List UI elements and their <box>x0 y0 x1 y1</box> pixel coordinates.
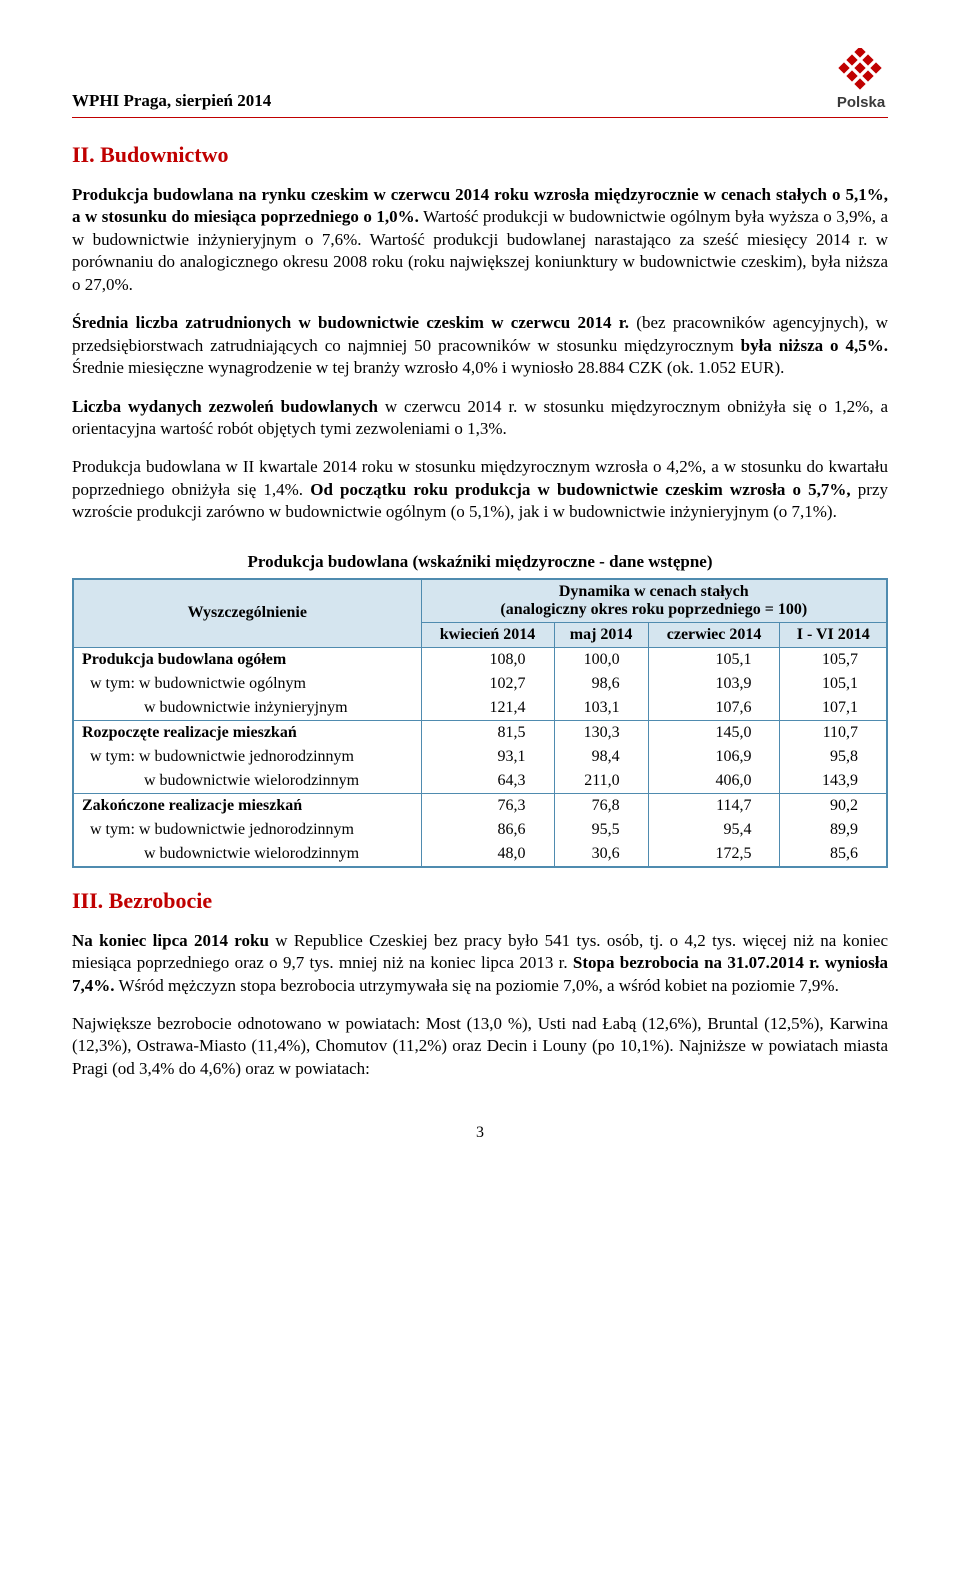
section-2-title: II. Budownictwo <box>72 142 888 168</box>
row-label: w budownictwie inżynieryjnym <box>73 696 421 721</box>
row-value: 76,3 <box>421 793 554 818</box>
section-3-para-2: Największe bezrobocie odnotowano w powia… <box>72 1013 888 1080</box>
row-value: 108,0 <box>421 647 554 672</box>
th-row-header: Wyszczególnienie <box>73 579 421 648</box>
row-value: 93,1 <box>421 745 554 769</box>
para2-bold-b: była niższa o 4,5%. <box>741 336 888 355</box>
row-value: 172,5 <box>648 842 780 867</box>
th-col-header-top: Dynamika w cenach stałych (analogiczny o… <box>421 579 887 623</box>
table-row: w tym: w budownictwie jednorodzinnym86,6… <box>73 818 887 842</box>
row-value: 86,6 <box>421 818 554 842</box>
production-table: Wyszczególnienie Dynamika w cenach stały… <box>72 578 888 868</box>
para2-end: Średnie miesięczne wynagrodzenie w tej b… <box>72 358 784 377</box>
row-value: 95,8 <box>780 745 887 769</box>
logo: Polska <box>834 48 888 111</box>
row-value: 107,1 <box>780 696 887 721</box>
row-label: w tym: w budownictwie ogólnym <box>73 672 421 696</box>
table-row: Rozpoczęte realizacje mieszkań81,5130,31… <box>73 720 887 745</box>
table-row: w budownictwie wielorodzinnym48,030,6172… <box>73 842 887 867</box>
th-col-0: kwiecień 2014 <box>421 622 554 647</box>
row-value: 105,1 <box>780 672 887 696</box>
row-label: w tym: w budownictwie jednorodzinnym <box>73 745 421 769</box>
row-value: 95,5 <box>554 818 648 842</box>
row-value: 105,1 <box>648 647 780 672</box>
row-value: 100,0 <box>554 647 648 672</box>
row-value: 107,6 <box>648 696 780 721</box>
row-label: w tym: w budownictwie jednorodzinnym <box>73 818 421 842</box>
row-value: 103,9 <box>648 672 780 696</box>
row-value: 105,7 <box>780 647 887 672</box>
page-header: WPHI Praga, sierpień 2014 Polska <box>72 48 888 118</box>
section-2-para-3: Liczba wydanych zezwoleń budowlanych w c… <box>72 396 888 441</box>
row-value: 114,7 <box>648 793 780 818</box>
section-2-para-1: Produkcja budowlana na rynku czeskim w c… <box>72 184 888 296</box>
para2-bold-a: Średnia liczba zatrudnionych w budownict… <box>72 313 629 332</box>
row-value: 102,7 <box>421 672 554 696</box>
table-row: w tym: w budownictwie jednorodzinnym93,1… <box>73 745 887 769</box>
row-label: Produkcja budowlana ogółem <box>73 647 421 672</box>
row-value: 76,8 <box>554 793 648 818</box>
row-value: 211,0 <box>554 769 648 794</box>
page-number: 3 <box>72 1124 888 1142</box>
row-label: Zakończone realizacje mieszkań <box>73 793 421 818</box>
s3p1-bold-a: Na koniec lipca 2014 roku <box>72 931 269 950</box>
row-value: 85,6 <box>780 842 887 867</box>
row-label: w budownictwie wielorodzinnym <box>73 769 421 794</box>
para3-bold: Liczba wydanych zezwoleń budowlanych <box>72 397 378 416</box>
row-value: 143,9 <box>780 769 887 794</box>
table-row: w tym: w budownictwie ogólnym102,798,610… <box>73 672 887 696</box>
th-col-2: czerwiec 2014 <box>648 622 780 647</box>
table-row: w budownictwie wielorodzinnym64,3211,040… <box>73 769 887 794</box>
section-3-para-1: Na koniec lipca 2014 roku w Republice Cz… <box>72 930 888 997</box>
logo-text: Polska <box>837 94 885 111</box>
row-value: 406,0 <box>648 769 780 794</box>
row-value: 48,0 <box>421 842 554 867</box>
row-value: 95,4 <box>648 818 780 842</box>
polska-logo-icon <box>834 48 888 92</box>
row-value: 30,6 <box>554 842 648 867</box>
row-value: 130,3 <box>554 720 648 745</box>
row-value: 98,6 <box>554 672 648 696</box>
row-value: 121,4 <box>421 696 554 721</box>
row-value: 81,5 <box>421 720 554 745</box>
s3p1-d: Wśród mężczyzn stopa bezrobocia utrzymyw… <box>115 976 839 995</box>
row-value: 103,1 <box>554 696 648 721</box>
row-value: 90,2 <box>780 793 887 818</box>
row-value: 145,0 <box>648 720 780 745</box>
row-value: 110,7 <box>780 720 887 745</box>
row-label: w budownictwie wielorodzinnym <box>73 842 421 867</box>
header-left-text: WPHI Praga, sierpień 2014 <box>72 91 271 111</box>
th-col-3: I - VI 2014 <box>780 622 887 647</box>
table-row: Zakończone realizacje mieszkań76,376,811… <box>73 793 887 818</box>
section-2-para-4: Produkcja budowlana w II kwartale 2014 r… <box>72 456 888 523</box>
document-page: WPHI Praga, sierpień 2014 Polska II. Bud… <box>0 0 960 1182</box>
row-value: 64,3 <box>421 769 554 794</box>
table-row: Produkcja budowlana ogółem108,0100,0105,… <box>73 647 887 672</box>
table-title: Produkcja budowlana (wskaźniki międzyroc… <box>72 552 888 572</box>
section-2-para-2: Średnia liczba zatrudnionych w budownict… <box>72 312 888 379</box>
table-body: Produkcja budowlana ogółem108,0100,0105,… <box>73 647 887 867</box>
row-value: 89,9 <box>780 818 887 842</box>
para4-bold: Od początku roku produkcja w budownictwi… <box>310 480 850 499</box>
section-3-title: III. Bezrobocie <box>72 888 888 914</box>
row-label: Rozpoczęte realizacje mieszkań <box>73 720 421 745</box>
row-value: 106,9 <box>648 745 780 769</box>
table-row: w budownictwie inżynieryjnym121,4103,110… <box>73 696 887 721</box>
th-col-1: maj 2014 <box>554 622 648 647</box>
row-value: 98,4 <box>554 745 648 769</box>
